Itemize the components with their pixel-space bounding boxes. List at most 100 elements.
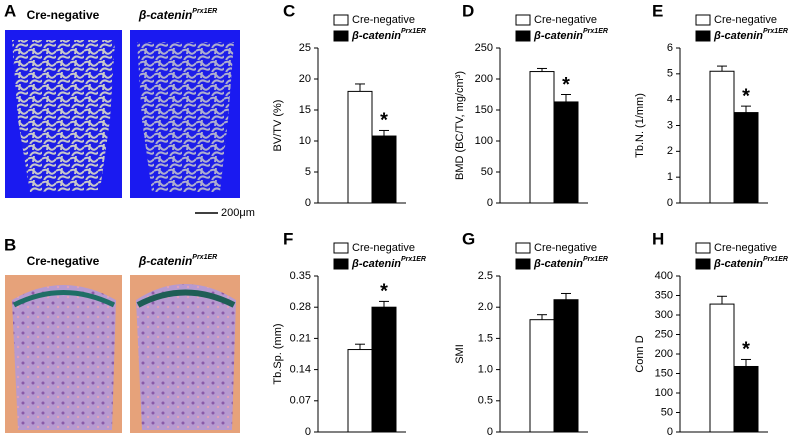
legend-entry: Cre-negative xyxy=(352,242,415,254)
legend-entry: Cre-negative xyxy=(714,242,777,254)
y-tick-label: 0.35 xyxy=(290,270,311,282)
legend-swatch xyxy=(333,258,349,270)
legend-name: β-catenin xyxy=(713,258,763,270)
legend-swatch xyxy=(333,242,349,254)
bar xyxy=(709,70,735,204)
legend-sup: Prx1ER xyxy=(401,28,426,35)
y-tick-label: 0 xyxy=(667,426,673,438)
legend-entry: β-cateninPrx1ER xyxy=(351,28,426,42)
panel-label: H xyxy=(652,229,664,248)
y-tick-label: 300 xyxy=(655,309,673,321)
legend-entry: Cre-negative xyxy=(534,242,597,254)
image-caption: β-cateninPrx1ER xyxy=(138,8,217,22)
bar xyxy=(529,319,555,433)
legend-sup: Prx1ER xyxy=(583,28,608,35)
growth-plate xyxy=(136,289,236,308)
legend-sup: Prx1ER xyxy=(763,28,788,35)
bar xyxy=(371,135,397,204)
legend-swatch xyxy=(333,30,349,42)
legend-name: β-catenin xyxy=(533,258,583,270)
y-tick-label: 4 xyxy=(667,94,673,106)
legend-swatch xyxy=(515,258,531,270)
y-tick-label: 50 xyxy=(661,406,673,418)
panel-label: F xyxy=(283,229,293,248)
legend-entry: Cre-negative xyxy=(714,14,777,26)
y-axis-label: BMD (BC/TV, mg/cm³) xyxy=(454,71,466,180)
y-tick-label: 15 xyxy=(299,104,311,116)
significance: * xyxy=(380,110,388,132)
legend-name: Cre-negative xyxy=(352,242,415,254)
y-tick-label: 20 xyxy=(299,73,311,85)
legend-swatch xyxy=(515,30,531,42)
y-tick-label: 200 xyxy=(655,348,673,360)
bar xyxy=(371,306,397,433)
y-tick-label: 2.5 xyxy=(478,270,493,282)
y-tick-label: 1.5 xyxy=(478,332,493,344)
legend-name: β-catenin xyxy=(713,30,763,42)
panel-label: E xyxy=(652,1,663,20)
legend-swatch xyxy=(515,14,531,26)
legend-swatch xyxy=(695,242,711,254)
y-tick-label: 5 xyxy=(667,68,673,80)
y-tick-label: 250 xyxy=(475,42,493,54)
panel-label: D xyxy=(462,1,474,20)
panel-label: C xyxy=(283,1,295,20)
scale-label: 200μm xyxy=(221,207,255,219)
legend-swatch xyxy=(333,14,349,26)
image-caption: Cre-negative xyxy=(27,8,100,22)
significance: * xyxy=(562,74,570,96)
y-tick-label: 0.21 xyxy=(290,332,311,344)
bar xyxy=(553,299,579,433)
significance: * xyxy=(742,85,750,107)
legend-swatch xyxy=(695,30,711,42)
bone-render xyxy=(12,40,115,192)
legend-name: Cre-negative xyxy=(534,14,597,26)
legend-name: Cre-negative xyxy=(714,242,777,254)
y-tick-label: 0 xyxy=(305,197,311,209)
bar xyxy=(553,101,579,204)
y-tick-label: 1.0 xyxy=(478,364,493,376)
legend-entry: β-cateninPrx1ER xyxy=(533,256,608,270)
legend-swatch xyxy=(515,242,531,254)
y-tick-label: 0 xyxy=(487,426,493,438)
legend-name: Cre-negative xyxy=(714,14,777,26)
legend-name: β-catenin xyxy=(351,30,401,42)
bar xyxy=(733,112,759,204)
y-tick-label: 5 xyxy=(305,166,311,178)
y-tick-label: 6 xyxy=(667,42,673,54)
legend-sup: Prx1ER xyxy=(763,256,788,263)
y-tick-label: 25 xyxy=(299,42,311,54)
legend-sup: Prx1ER xyxy=(583,256,608,263)
image-caption: Cre-negative xyxy=(27,254,100,268)
bar xyxy=(733,365,759,433)
y-tick-label: 200 xyxy=(475,73,493,85)
bar xyxy=(529,71,555,204)
legend-name: Cre-negative xyxy=(534,242,597,254)
image-caption: β-cateninPrx1ER xyxy=(138,254,217,268)
y-tick-label: 0 xyxy=(305,426,311,438)
y-tick-label: 150 xyxy=(655,367,673,379)
legend-entry: β-cateninPrx1ER xyxy=(713,28,788,42)
y-axis-label: Tb.Sp. (mm) xyxy=(272,323,284,384)
y-tick-label: 0.14 xyxy=(290,364,311,376)
y-tick-label: 0 xyxy=(667,197,673,209)
bar xyxy=(347,349,373,433)
y-axis-label: Tb.N. (1/mm) xyxy=(634,93,646,158)
caption-sup: Prx1ER xyxy=(192,8,217,15)
bar xyxy=(347,90,373,204)
y-tick-label: 100 xyxy=(475,135,493,147)
y-tick-label: 50 xyxy=(481,166,493,178)
legend-entry: Cre-negative xyxy=(534,14,597,26)
legend-swatch xyxy=(695,258,711,270)
y-tick-label: 1 xyxy=(667,171,673,183)
y-tick-label: 0.28 xyxy=(290,301,311,313)
legend-entry: Cre-negative xyxy=(352,14,415,26)
y-tick-label: 10 xyxy=(299,135,311,147)
caption-text: β-catenin xyxy=(138,254,192,268)
y-tick-label: 100 xyxy=(655,387,673,399)
legend-sup: Prx1ER xyxy=(401,256,426,263)
legend-swatch xyxy=(695,14,711,26)
y-tick-label: 0.5 xyxy=(478,395,493,407)
y-tick-label: 350 xyxy=(655,289,673,301)
